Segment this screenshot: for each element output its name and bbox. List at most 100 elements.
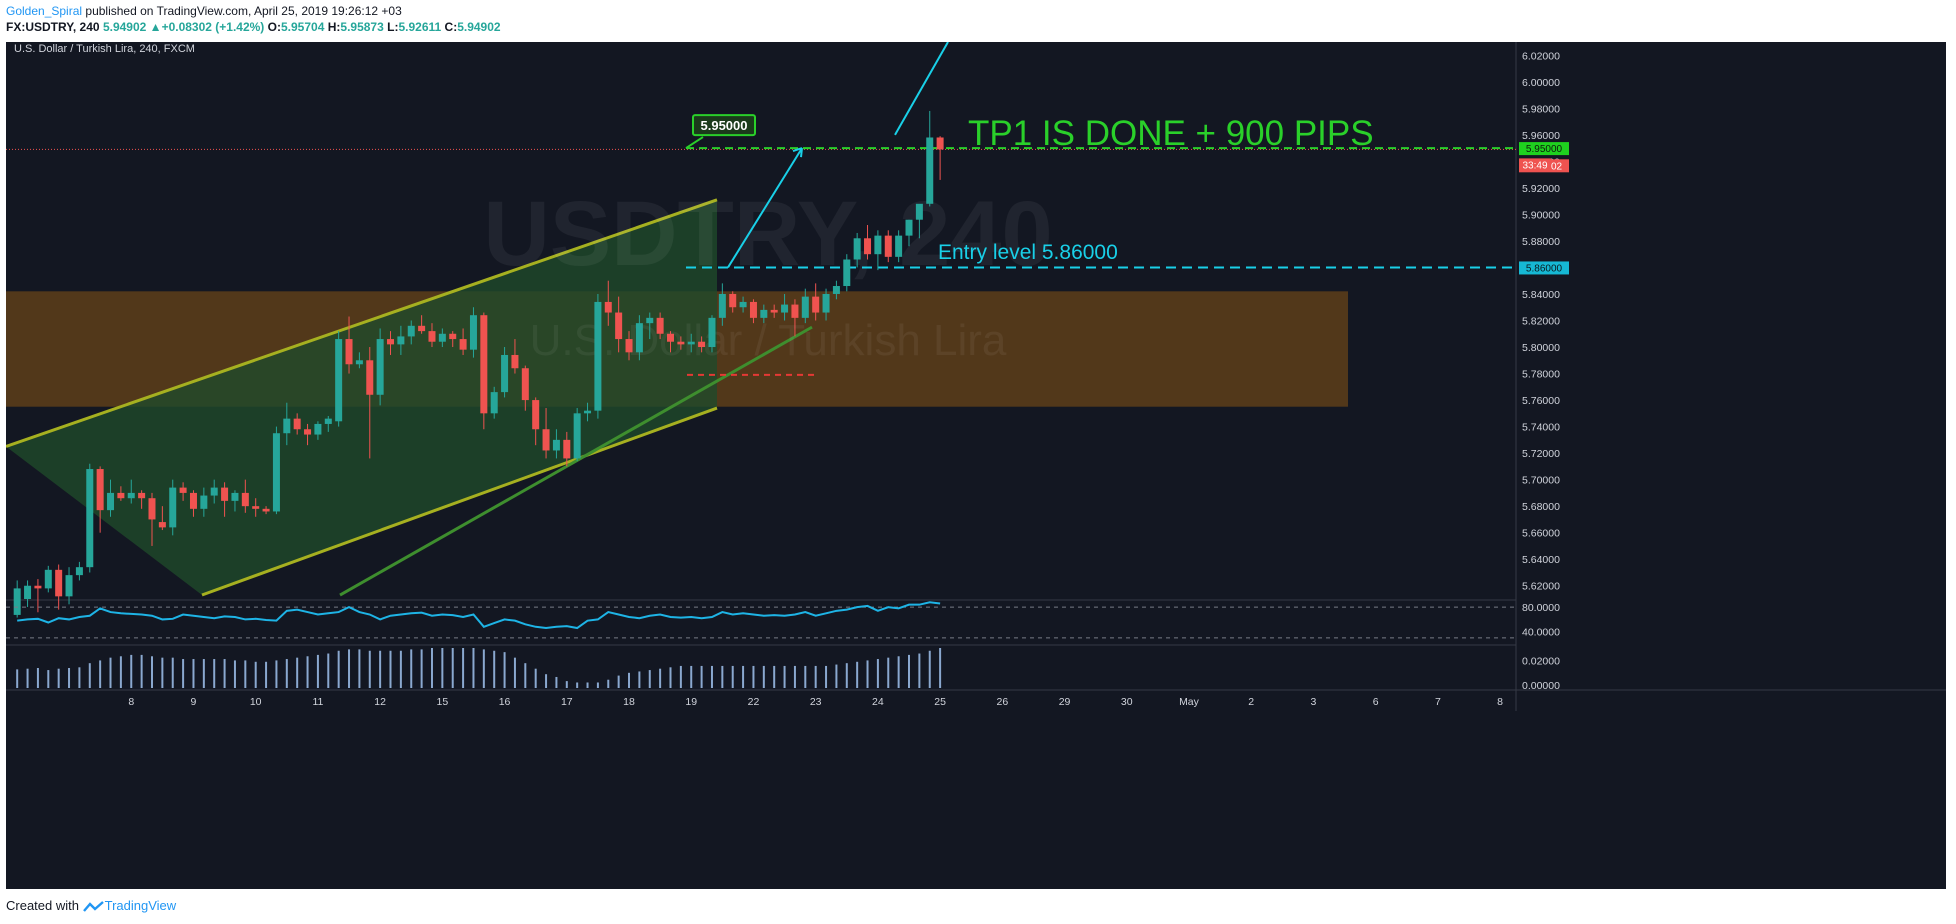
channel-fill — [6, 199, 717, 596]
price-chart[interactable]: USDTRY, 240 U.S. Dollar / Turkish Lira 5.9… — [6, 42, 1946, 889]
footer: Created with TradingView — [6, 898, 176, 913]
candle-body — [75, 567, 83, 576]
candle-body — [262, 508, 270, 512]
time-tick-label: 29 — [1059, 696, 1071, 708]
candle-body — [501, 354, 509, 393]
price-tick-label: 5.74000 — [1522, 422, 1560, 434]
price-tick-label: 6.02000 — [1522, 50, 1560, 62]
price-tick-label: 5.66000 — [1522, 528, 1560, 540]
candle-body — [428, 331, 436, 342]
price-tick-label: 5.92000 — [1522, 183, 1560, 195]
candle-body — [169, 487, 177, 528]
channel-lower-line — [201, 406, 718, 597]
candle-body — [345, 339, 353, 365]
candle-body — [687, 341, 695, 345]
price-tick-label: 5.80000 — [1522, 342, 1560, 354]
arrow-to-tp — [727, 147, 803, 268]
candle-body — [718, 293, 726, 318]
chart-panel[interactable]: USDTRY, 240 U.S. Dollar / Turkish Lira 5.9… — [6, 42, 1946, 889]
target-box — [692, 114, 756, 137]
time-tick-label: 30 — [1121, 696, 1133, 708]
candle-body — [407, 325, 415, 337]
candle-body — [708, 317, 716, 348]
price-tick-label: 5.68000 — [1522, 501, 1560, 513]
candle-body — [884, 235, 892, 257]
candle-body — [915, 203, 923, 220]
candle-body — [65, 575, 73, 597]
time-tick-label: 9 — [191, 696, 197, 708]
candle-body — [158, 522, 166, 528]
candle-body — [221, 487, 229, 501]
author-link[interactable]: Golden_Spiral — [6, 4, 83, 18]
candle-body — [272, 433, 280, 512]
target-box-label: 5.95000 — [701, 118, 748, 133]
candle-body — [293, 418, 301, 430]
price-tick-label: 5.90000 — [1522, 209, 1560, 221]
price-tick-label: 5.82000 — [1522, 316, 1560, 328]
last-price: 5.94902 — [102, 20, 147, 34]
trendline — [339, 325, 813, 597]
candle-body — [895, 235, 903, 257]
candle-body — [677, 341, 685, 345]
candle-body — [926, 137, 934, 204]
candle-body — [44, 569, 52, 589]
candle-body — [874, 235, 882, 255]
time-tick-label: 8 — [128, 696, 134, 708]
candle-body — [127, 492, 135, 499]
candle-body — [376, 339, 384, 395]
candle-body — [86, 469, 94, 568]
high-label: H: — [327, 20, 341, 34]
volume-tick-label: 0.02000 — [1522, 655, 1560, 667]
tradingview-link[interactable]: TradingView — [104, 898, 177, 913]
candle-body — [573, 413, 581, 459]
candle-body — [936, 137, 944, 150]
candle-body — [791, 304, 799, 318]
time-tick-label: 19 — [685, 696, 697, 708]
candle-body — [646, 317, 654, 324]
created-with-label: Created with — [6, 898, 79, 913]
price-tick-label: 5.64000 — [1522, 554, 1560, 566]
candle-body — [490, 392, 498, 414]
arrow-head-icon — [792, 147, 803, 158]
channel-upper-line — [6, 198, 718, 448]
price-change: +0.08302 (+1.42%) — [161, 20, 265, 34]
high-value: 5.95873 — [340, 20, 384, 34]
candle-body — [594, 301, 602, 411]
candle-body — [179, 487, 187, 493]
candle-body — [698, 341, 706, 348]
candle-body — [864, 238, 872, 255]
volume-tick-label: 0.00000 — [1522, 680, 1560, 692]
time-tick-label: 24 — [872, 696, 884, 708]
rsi-line — [17, 601, 941, 630]
target-pointer — [685, 136, 704, 149]
candle-body — [822, 293, 830, 313]
candle-body — [200, 495, 208, 509]
candle-body — [13, 588, 21, 615]
time-tick-label: 11 — [312, 696, 323, 708]
time-tick-label: 23 — [810, 696, 822, 708]
price-tick-label: 5.70000 — [1522, 475, 1560, 487]
candle-body — [729, 293, 737, 308]
price-tick-label: 5.78000 — [1522, 369, 1560, 381]
candle-body — [511, 354, 519, 369]
candle-body — [324, 418, 332, 424]
price-tick-label: 5.76000 — [1522, 395, 1560, 407]
ohlc-bar: FX:USDTRY, 240 5.94902 ▲+0.08302 (+1.42%… — [6, 20, 501, 35]
rsi-tick-label: 40.0000 — [1522, 627, 1560, 639]
price-tick-label: 5.98000 — [1522, 103, 1560, 115]
candle-body — [418, 325, 426, 332]
watermark-name: U.S. Dollar / Turkish Lira — [530, 316, 1007, 365]
candle-body — [760, 309, 768, 318]
price-tick-label: 6.00000 — [1522, 77, 1560, 89]
time-tick-label: 10 — [250, 696, 262, 708]
candle-body — [189, 492, 197, 509]
projection-line — [894, 42, 949, 136]
candle-body — [770, 309, 778, 313]
candle-body — [449, 333, 457, 340]
candle-body — [107, 492, 115, 511]
close-label: C: — [444, 20, 458, 34]
candle-body — [480, 315, 488, 414]
open-label: O: — [267, 20, 281, 34]
candle-body — [666, 333, 674, 342]
time-tick-label: 16 — [499, 696, 511, 708]
